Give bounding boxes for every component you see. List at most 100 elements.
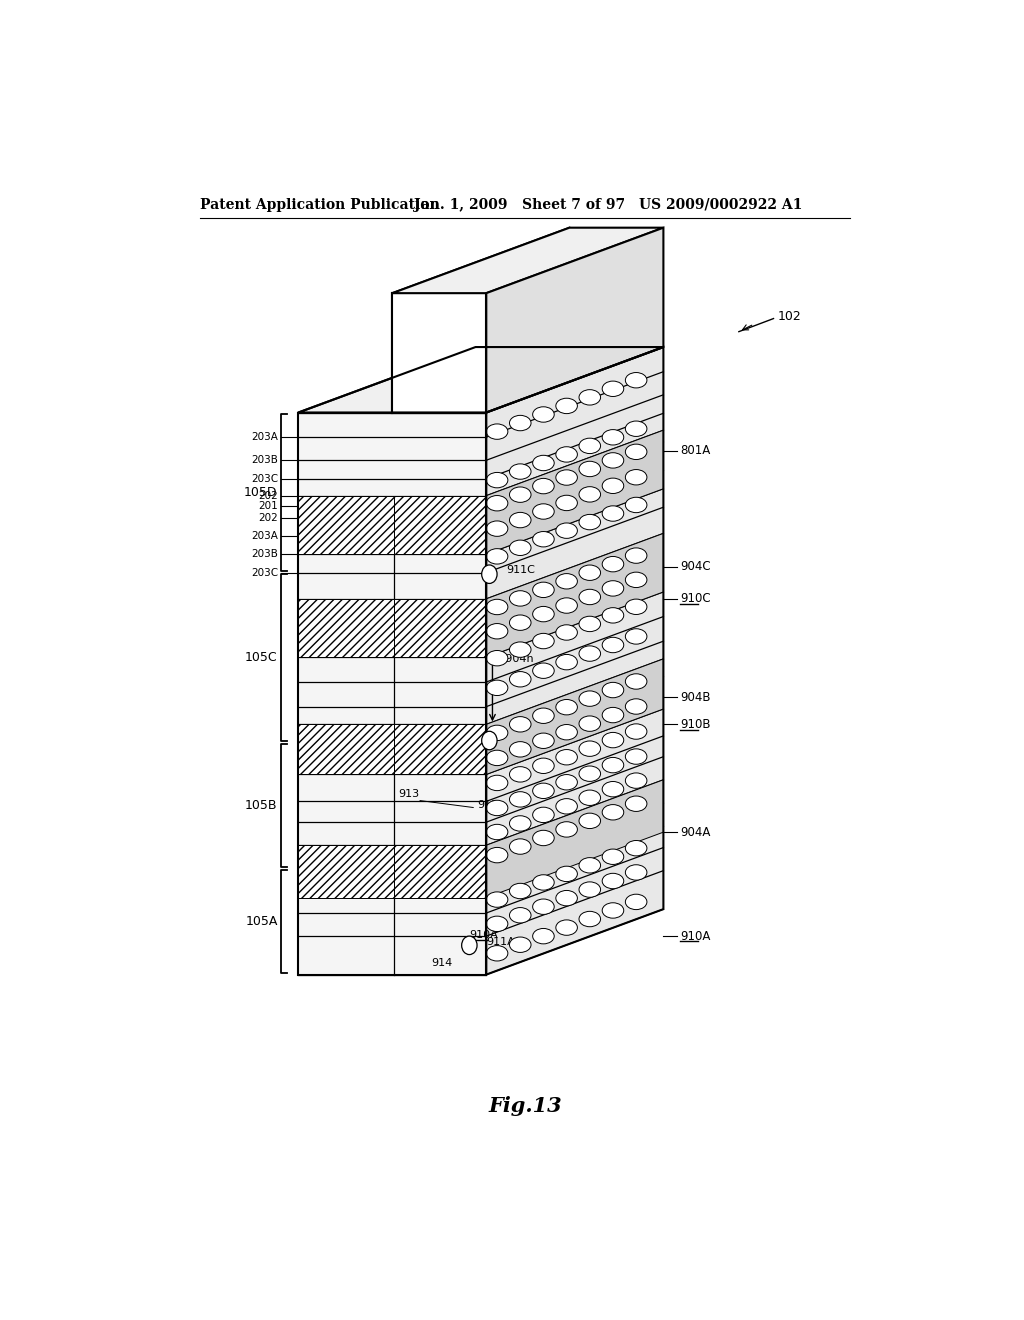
Text: Fig.13: Fig.13 xyxy=(488,1096,561,1115)
Ellipse shape xyxy=(556,598,578,614)
Ellipse shape xyxy=(510,908,531,923)
Ellipse shape xyxy=(532,478,554,494)
Ellipse shape xyxy=(602,708,624,723)
Ellipse shape xyxy=(481,731,497,750)
Ellipse shape xyxy=(602,849,624,865)
Ellipse shape xyxy=(579,690,600,706)
Ellipse shape xyxy=(486,945,508,961)
Ellipse shape xyxy=(602,506,624,521)
Text: 203B: 203B xyxy=(252,549,279,560)
Text: 201: 201 xyxy=(259,502,279,511)
Ellipse shape xyxy=(556,775,578,789)
Ellipse shape xyxy=(626,572,647,587)
Text: 913: 913 xyxy=(398,788,419,799)
Ellipse shape xyxy=(602,557,624,572)
Ellipse shape xyxy=(510,742,531,758)
Ellipse shape xyxy=(556,655,578,669)
Ellipse shape xyxy=(579,645,600,661)
Ellipse shape xyxy=(626,796,647,812)
Text: 904A: 904A xyxy=(680,825,711,838)
Ellipse shape xyxy=(510,792,531,807)
Ellipse shape xyxy=(556,446,578,462)
Polygon shape xyxy=(486,780,664,898)
Ellipse shape xyxy=(486,521,508,536)
Polygon shape xyxy=(298,845,394,898)
Polygon shape xyxy=(394,725,486,775)
Ellipse shape xyxy=(556,750,578,764)
Polygon shape xyxy=(486,227,664,412)
Ellipse shape xyxy=(556,920,578,936)
Ellipse shape xyxy=(602,478,624,494)
Ellipse shape xyxy=(532,455,554,471)
Polygon shape xyxy=(394,599,486,657)
Ellipse shape xyxy=(602,903,624,919)
Ellipse shape xyxy=(532,606,554,622)
Ellipse shape xyxy=(486,750,508,766)
Ellipse shape xyxy=(579,741,600,756)
Ellipse shape xyxy=(626,372,647,388)
Text: 910B: 910B xyxy=(680,718,711,731)
Ellipse shape xyxy=(556,866,578,882)
Ellipse shape xyxy=(556,495,578,511)
Text: 202: 202 xyxy=(259,491,279,500)
Ellipse shape xyxy=(510,540,531,556)
Ellipse shape xyxy=(510,883,531,899)
Ellipse shape xyxy=(602,805,624,820)
Ellipse shape xyxy=(486,680,508,696)
Ellipse shape xyxy=(626,865,647,880)
Ellipse shape xyxy=(579,858,600,873)
Ellipse shape xyxy=(532,899,554,915)
Ellipse shape xyxy=(626,698,647,714)
Polygon shape xyxy=(486,430,664,554)
Ellipse shape xyxy=(556,700,578,715)
Ellipse shape xyxy=(486,495,508,511)
Ellipse shape xyxy=(626,498,647,512)
Ellipse shape xyxy=(579,515,600,529)
Ellipse shape xyxy=(579,487,600,502)
Ellipse shape xyxy=(532,733,554,748)
Ellipse shape xyxy=(626,548,647,564)
Polygon shape xyxy=(392,227,664,293)
Ellipse shape xyxy=(556,399,578,413)
Text: 911A: 911A xyxy=(486,937,515,948)
Polygon shape xyxy=(298,599,394,657)
Ellipse shape xyxy=(602,381,624,396)
Ellipse shape xyxy=(626,628,647,644)
Ellipse shape xyxy=(510,463,531,479)
Ellipse shape xyxy=(579,461,600,477)
Ellipse shape xyxy=(486,916,508,932)
Text: US 2009/0002922 A1: US 2009/0002922 A1 xyxy=(639,198,802,211)
Polygon shape xyxy=(486,347,664,974)
Text: Jan. 1, 2009   Sheet 7 of 97: Jan. 1, 2009 Sheet 7 of 97 xyxy=(414,198,625,211)
Ellipse shape xyxy=(626,894,647,909)
Ellipse shape xyxy=(556,624,578,640)
Ellipse shape xyxy=(602,429,624,445)
Ellipse shape xyxy=(556,891,578,906)
Text: 910C: 910C xyxy=(521,593,551,602)
Ellipse shape xyxy=(626,470,647,484)
Ellipse shape xyxy=(579,766,600,781)
Text: 904B: 904B xyxy=(680,690,711,704)
Ellipse shape xyxy=(486,473,508,488)
Ellipse shape xyxy=(486,623,508,639)
Ellipse shape xyxy=(486,599,508,615)
Ellipse shape xyxy=(602,453,624,469)
Text: 105A: 105A xyxy=(246,915,278,928)
Text: 102: 102 xyxy=(777,310,801,323)
Text: 105C: 105C xyxy=(245,651,278,664)
Ellipse shape xyxy=(510,717,531,733)
Ellipse shape xyxy=(532,532,554,546)
Ellipse shape xyxy=(532,830,554,846)
Ellipse shape xyxy=(556,822,578,837)
Ellipse shape xyxy=(626,748,647,764)
Ellipse shape xyxy=(532,504,554,519)
Text: 910B: 910B xyxy=(521,718,551,727)
Text: 910A: 910A xyxy=(469,929,498,940)
Text: 920: 920 xyxy=(500,521,521,532)
Ellipse shape xyxy=(579,589,600,605)
Ellipse shape xyxy=(626,774,647,788)
Text: 203B: 203B xyxy=(252,455,279,465)
Ellipse shape xyxy=(579,438,600,454)
Ellipse shape xyxy=(602,758,624,772)
Ellipse shape xyxy=(602,874,624,888)
